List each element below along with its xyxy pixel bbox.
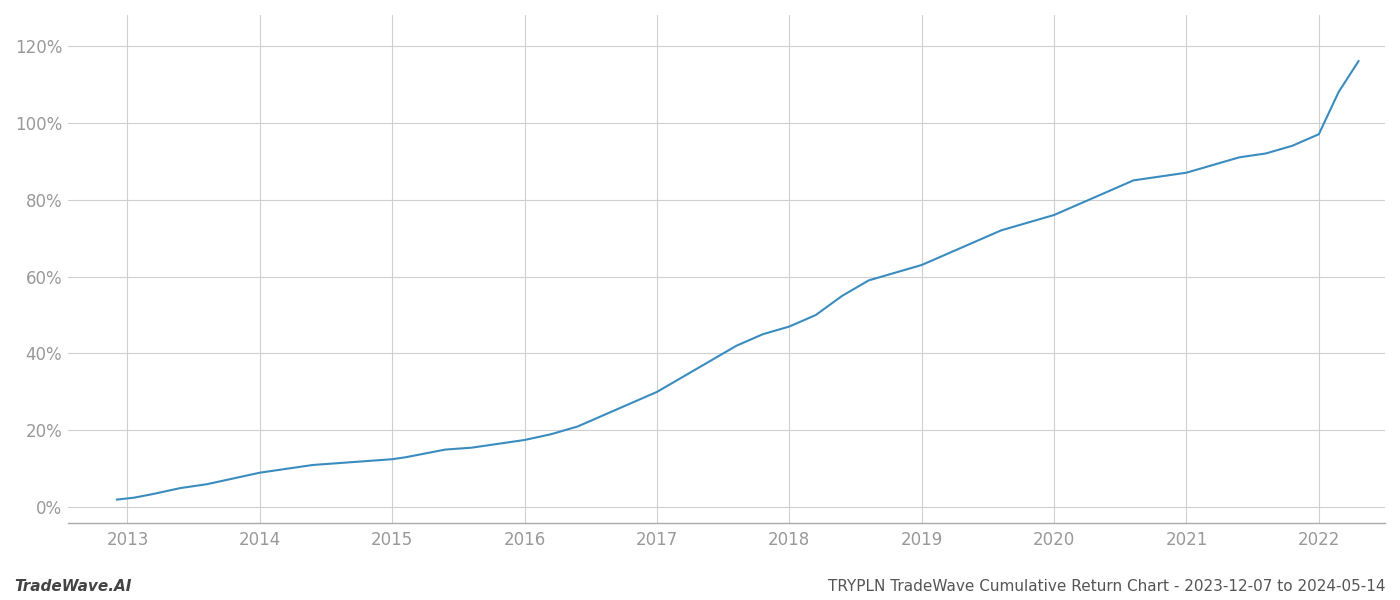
Text: TRYPLN TradeWave Cumulative Return Chart - 2023-12-07 to 2024-05-14: TRYPLN TradeWave Cumulative Return Chart… — [829, 579, 1386, 594]
Text: TradeWave.AI: TradeWave.AI — [14, 579, 132, 594]
